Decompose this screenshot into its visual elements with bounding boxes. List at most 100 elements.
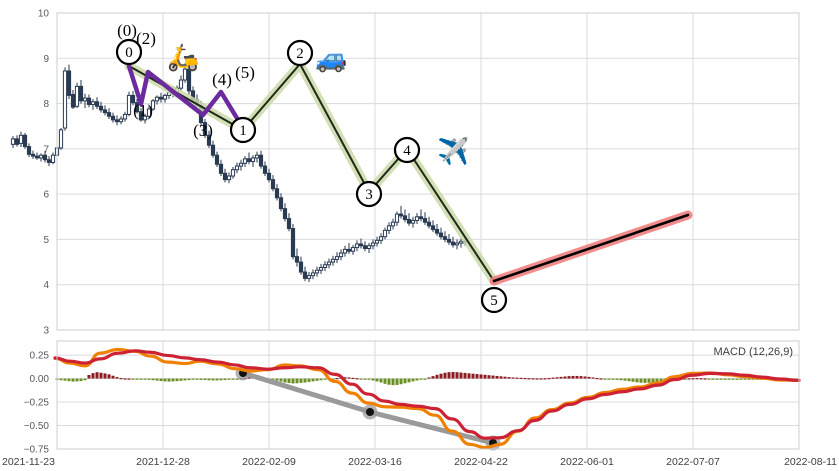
y-tick-label: 7 bbox=[43, 144, 49, 155]
sub-wave-label-2: (2) bbox=[136, 29, 156, 48]
macd-hist-bar bbox=[347, 377, 351, 379]
candle-body bbox=[138, 111, 144, 121]
macd-hist-bar bbox=[611, 378, 615, 380]
macd-y-tick-label: −0.25 bbox=[24, 398, 50, 409]
candle-body bbox=[294, 256, 300, 263]
macd-hist-bar bbox=[447, 372, 451, 379]
macd-hist-bar bbox=[107, 374, 111, 379]
wave-marker-label-0: 0 bbox=[125, 45, 133, 61]
macd-y-tick-label: −0.75 bbox=[24, 445, 50, 456]
macd-hist-bar bbox=[127, 378, 131, 380]
candle-body bbox=[38, 154, 44, 159]
candle-body bbox=[50, 154, 56, 163]
macd-hist-bar bbox=[231, 378, 235, 380]
macd-hist-bar bbox=[467, 373, 471, 379]
candle-body bbox=[398, 213, 404, 217]
macd-hist-bar bbox=[283, 378, 287, 383]
macd-hist-bar bbox=[515, 377, 519, 379]
sub-wave-label-4: (4) bbox=[212, 70, 232, 89]
macd-panel: 0.25 0.00 −0.25 −0.50 −0.75 MACD (12,26,9) bbox=[24, 340, 801, 456]
candle-body bbox=[178, 79, 184, 89]
macd-hist-bar bbox=[743, 378, 747, 380]
macd-hist-bar bbox=[451, 371, 455, 379]
macd-hist-bar bbox=[307, 378, 311, 382]
sub-wave-path bbox=[126, 63, 246, 131]
trendline bbox=[492, 213, 690, 283]
macd-hist-bar bbox=[123, 378, 127, 380]
macd-hist-bar bbox=[623, 378, 627, 381]
candle-body bbox=[110, 115, 116, 121]
macd-hist-bar bbox=[571, 375, 575, 379]
macd-hist-bar bbox=[607, 378, 611, 380]
candle-body bbox=[430, 225, 436, 230]
candle-body bbox=[382, 229, 388, 238]
macd-hist-bar bbox=[519, 377, 523, 380]
candle-body bbox=[334, 256, 340, 260]
candle-body bbox=[142, 115, 148, 121]
macd-hist-bar bbox=[719, 378, 723, 380]
candle-body bbox=[426, 221, 432, 227]
candle-body bbox=[130, 94, 136, 104]
y-tick-label: 5 bbox=[43, 235, 49, 246]
candle-body bbox=[330, 258, 336, 263]
macd-hist-bar bbox=[599, 378, 603, 380]
macd-hist-bar bbox=[399, 378, 403, 385]
wave-marker-3 bbox=[355, 180, 383, 208]
candle-body bbox=[182, 68, 188, 81]
candle-body bbox=[386, 225, 392, 231]
macd-plot-area bbox=[57, 341, 799, 449]
candle-body bbox=[410, 219, 416, 224]
macd-hist-bar bbox=[539, 378, 543, 380]
macd-hist-bar bbox=[291, 378, 295, 384]
sub-wave-label-3: (3) bbox=[193, 121, 213, 140]
candle-body bbox=[14, 138, 20, 145]
wave-marker-label-1: 1 bbox=[239, 123, 247, 139]
candle-body bbox=[126, 94, 132, 115]
macd-hist-bar bbox=[375, 378, 379, 382]
y-tick-label: 9 bbox=[43, 54, 49, 65]
macd-hist-bar bbox=[499, 376, 503, 379]
macd-hist-bar bbox=[211, 378, 215, 381]
candle-body bbox=[306, 275, 312, 279]
candle-body bbox=[78, 85, 84, 102]
macd-hist-bar bbox=[479, 374, 483, 379]
macd-hist-bar bbox=[367, 378, 371, 380]
macd-hist-bar bbox=[379, 378, 383, 383]
macd-hist-bar bbox=[71, 378, 75, 382]
candle-body bbox=[346, 248, 352, 252]
candle-body bbox=[378, 236, 384, 241]
macd-hist-bar bbox=[303, 378, 307, 383]
macd-hist-bar bbox=[75, 378, 79, 382]
candle-body bbox=[18, 134, 24, 144]
macd-hist-bar bbox=[383, 378, 387, 384]
candle-body bbox=[402, 215, 408, 221]
macd-hist-bar bbox=[595, 378, 599, 380]
macd-hist-bar bbox=[343, 377, 347, 379]
macd-hist-bar bbox=[179, 378, 183, 381]
macd-hist-bar bbox=[547, 378, 551, 380]
macd-hist-bar bbox=[503, 376, 507, 379]
macd-hist-bar bbox=[687, 378, 691, 380]
airplane-emoji: ✈️ bbox=[437, 136, 470, 166]
macd-hist-bar bbox=[155, 378, 159, 381]
y-tick-label: 10 bbox=[38, 9, 50, 20]
wave-marker-1 bbox=[229, 116, 257, 144]
macd-hist-bar bbox=[203, 378, 207, 381]
macd-hist-bar bbox=[191, 378, 195, 380]
candle-body bbox=[46, 159, 52, 163]
macd-hist-bar bbox=[643, 378, 647, 383]
candle-body bbox=[286, 218, 292, 230]
macd-hist-bar bbox=[615, 378, 619, 380]
macd-hist-bar bbox=[63, 378, 67, 381]
macd-hist-bar bbox=[727, 378, 731, 380]
macd-hist-bar bbox=[387, 378, 391, 385]
candle-body bbox=[446, 238, 452, 243]
macd-hist-bar bbox=[559, 376, 563, 379]
candle-body bbox=[246, 158, 252, 163]
candle-body bbox=[22, 134, 28, 148]
x-tick-label-1: 2021-12-28 bbox=[136, 456, 190, 468]
macd-hist-bar bbox=[371, 378, 375, 381]
candle-body bbox=[458, 240, 464, 244]
macd-hist-bar bbox=[171, 378, 175, 382]
macd-hist-bar bbox=[275, 378, 279, 381]
